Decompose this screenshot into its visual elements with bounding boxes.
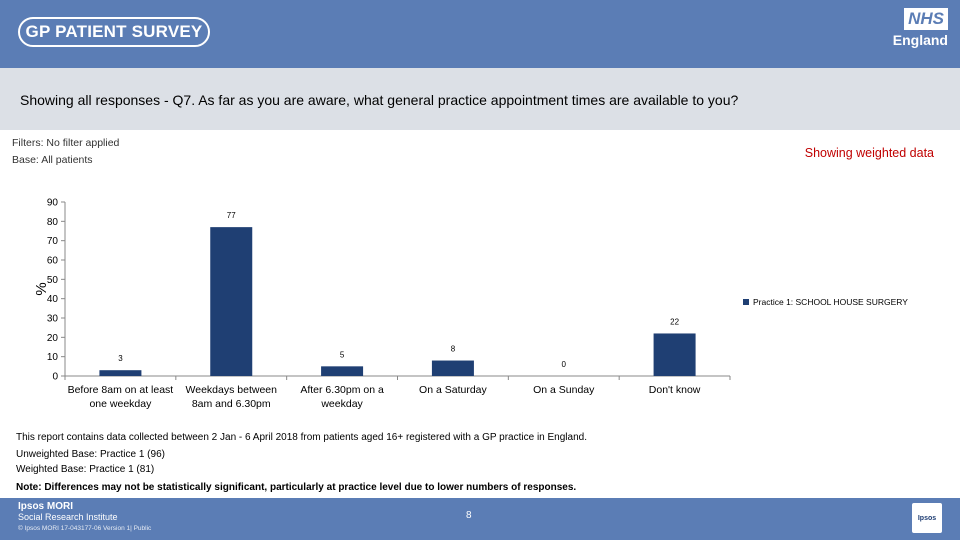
ipsos-logo-text: Ipsos bbox=[917, 514, 937, 522]
data-label: 5 bbox=[340, 350, 345, 359]
nhs-logo: NHS England bbox=[888, 8, 948, 48]
x-tick-label: On a Saturday bbox=[419, 384, 487, 396]
y-tick-label: 80 bbox=[47, 217, 59, 228]
caveat-note: Note: Differences may not be statistical… bbox=[16, 482, 577, 493]
survey-logo: GP PATIENT SURVEY bbox=[18, 17, 210, 47]
data-label: 3 bbox=[118, 354, 123, 363]
bar bbox=[210, 227, 253, 376]
legend-label: Practice 1: SCHOOL HOUSE SURGERY bbox=[753, 297, 908, 307]
x-tick-label: Don't know bbox=[649, 384, 701, 396]
footer-bar: Ipsos MORI Social Research Institute © I… bbox=[0, 498, 960, 540]
y-tick-label: 40 bbox=[47, 294, 59, 305]
bar bbox=[99, 370, 142, 376]
data-label: 8 bbox=[451, 345, 456, 354]
x-tick-label: On a Sunday bbox=[533, 384, 595, 396]
data-label: 0 bbox=[562, 360, 567, 369]
copyright-text: © Ipsos MORI 17-043177-06 Version 1| Pub… bbox=[18, 525, 152, 532]
ipsos-org-sub: Social Research Institute bbox=[18, 512, 118, 522]
nhs-mark: NHS bbox=[904, 8, 948, 30]
y-tick-label: 0 bbox=[52, 372, 58, 383]
x-tick-label: Weekdays between bbox=[186, 384, 278, 396]
y-tick-label: 20 bbox=[47, 333, 59, 344]
question-text: Showing all responses - Q7. As far as yo… bbox=[20, 92, 739, 108]
data-label: 22 bbox=[670, 317, 679, 326]
y-tick-label: 50 bbox=[47, 275, 59, 286]
y-tick-label: 90 bbox=[47, 198, 59, 209]
period-note: This report contains data collected betw… bbox=[16, 432, 587, 443]
data-label: 77 bbox=[227, 211, 236, 220]
ipsos-org: Ipsos MORI Social Research Institute bbox=[18, 501, 118, 523]
x-tick-label: 8am and 6.30pm bbox=[192, 398, 271, 410]
page-number: 8 bbox=[466, 510, 472, 521]
bar bbox=[321, 366, 364, 376]
x-tick-label: After 6.30pm on a bbox=[300, 384, 384, 396]
bar bbox=[431, 360, 474, 376]
y-tick-label: 70 bbox=[47, 236, 59, 247]
y-tick-label: 60 bbox=[47, 256, 59, 267]
filters-label: Filters: No filter applied bbox=[12, 137, 120, 149]
header-bar: GP PATIENT SURVEY NHS England bbox=[0, 0, 960, 68]
bar bbox=[653, 333, 696, 376]
ipsos-logo-icon: Ipsos bbox=[912, 503, 942, 533]
base-label: Base: All patients bbox=[12, 154, 93, 166]
legend-swatch bbox=[743, 299, 749, 305]
question-band: Showing all responses - Q7. As far as yo… bbox=[0, 68, 960, 130]
unweighted-base: Unweighted Base: Practice 1 (96) bbox=[16, 449, 165, 460]
nhs-region: England bbox=[892, 32, 948, 48]
weighted-notice: Showing weighted data bbox=[804, 146, 934, 160]
y-tick-label: 10 bbox=[47, 352, 59, 363]
weighted-base: Weighted Base: Practice 1 (81) bbox=[16, 464, 155, 475]
y-tick-label: 30 bbox=[47, 314, 59, 325]
x-tick-label: weekday bbox=[320, 398, 363, 410]
x-tick-label: one weekday bbox=[89, 398, 152, 410]
x-tick-label: Before 8am on at least bbox=[68, 384, 174, 396]
ipsos-org-name: Ipsos MORI bbox=[18, 501, 74, 512]
y-axis-label: % bbox=[33, 282, 50, 295]
